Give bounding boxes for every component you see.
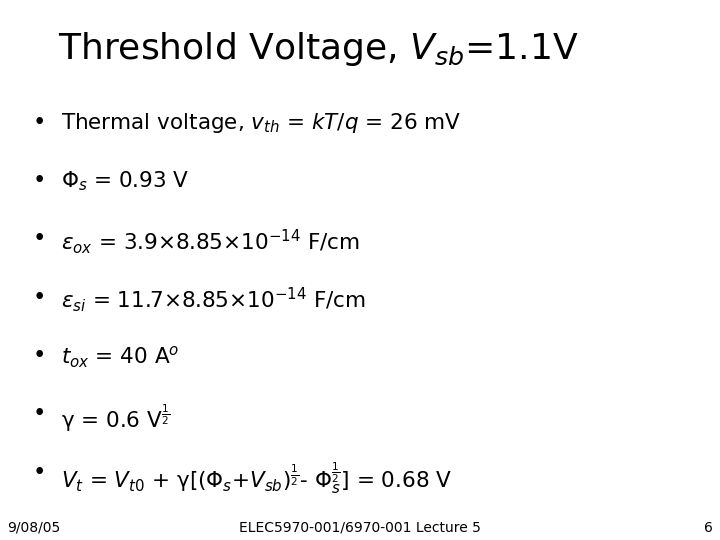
Text: ELEC5970-001/6970-001 Lecture 5: ELEC5970-001/6970-001 Lecture 5 xyxy=(239,521,481,535)
Text: •: • xyxy=(33,461,46,484)
Text: $\Phi_s$ = 0.93 V: $\Phi_s$ = 0.93 V xyxy=(61,169,189,193)
Text: $\varepsilon_{si}$ = 11.7×8.85×10$^{-14}$ F/cm: $\varepsilon_{si}$ = 11.7×8.85×10$^{-14}… xyxy=(61,286,366,314)
Text: •: • xyxy=(33,402,46,426)
Text: •: • xyxy=(33,111,46,134)
Text: 9/08/05: 9/08/05 xyxy=(7,521,60,535)
Text: γ = 0.6 V$^{\frac{1}{2}}$: γ = 0.6 V$^{\frac{1}{2}}$ xyxy=(61,402,170,434)
Text: •: • xyxy=(33,344,46,367)
Text: •: • xyxy=(33,169,46,192)
Text: •: • xyxy=(33,227,46,251)
Text: $t_{ox}$ = 40 A$^o$: $t_{ox}$ = 40 A$^o$ xyxy=(61,344,179,369)
Text: •: • xyxy=(33,286,46,309)
Text: $V_t$ = $V_{t0}$ + γ[(Φ$_s$+$V_{sb}$)$^{\frac{1}{2}}$- Φ$_s^{\frac{1}{2}}$] = 0.: $V_t$ = $V_{t0}$ + γ[(Φ$_s$+$V_{sb}$)$^{… xyxy=(61,461,452,496)
Text: 6: 6 xyxy=(704,521,713,535)
Text: $\varepsilon_{ox}$ = 3.9×8.85×10$^{-14}$ F/cm: $\varepsilon_{ox}$ = 3.9×8.85×10$^{-14}$… xyxy=(61,227,360,256)
Text: Threshold Voltage, $V_{sb}$=1.1V: Threshold Voltage, $V_{sb}$=1.1V xyxy=(58,30,578,68)
Text: Thermal voltage, $v_{th}$ = $kT/q$ = 26 mV: Thermal voltage, $v_{th}$ = $kT/q$ = 26 … xyxy=(61,111,462,134)
